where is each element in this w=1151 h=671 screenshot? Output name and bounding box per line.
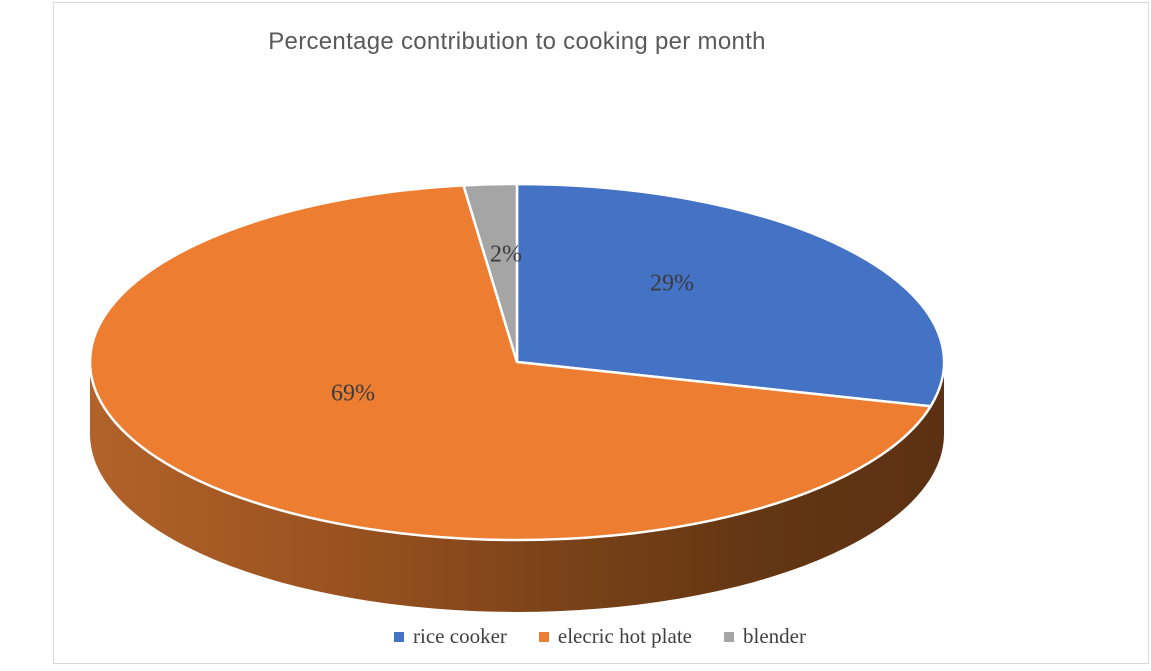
- legend-label: rice cooker: [413, 624, 507, 648]
- chart-legend: rice cooker elecric hot plate blender: [53, 624, 1147, 649]
- legend-label: elecric hot plate: [557, 624, 692, 648]
- chart-title[interactable]: Percentage contribution to cooking per m…: [268, 28, 766, 55]
- pie-slice-blender[interactable]: [462, 182, 519, 364]
- legend-item-rice-cooker[interactable]: rice cooker: [394, 624, 507, 649]
- legend-item-blender[interactable]: blender: [723, 624, 806, 649]
- pie-slice-rice-cooker[interactable]: [515, 182, 946, 408]
- pie-side-rim: [90, 362, 944, 612]
- legend-swatch-icon: [723, 631, 734, 642]
- legend-item-elecric-hot-plate[interactable]: elecric hot plate: [538, 624, 692, 649]
- legend-swatch-icon: [538, 631, 549, 642]
- legend-label: blender: [742, 624, 806, 648]
- legend-swatch-icon: [394, 631, 405, 642]
- pie-slice-elecric-hot-plate[interactable]: [88, 184, 932, 542]
